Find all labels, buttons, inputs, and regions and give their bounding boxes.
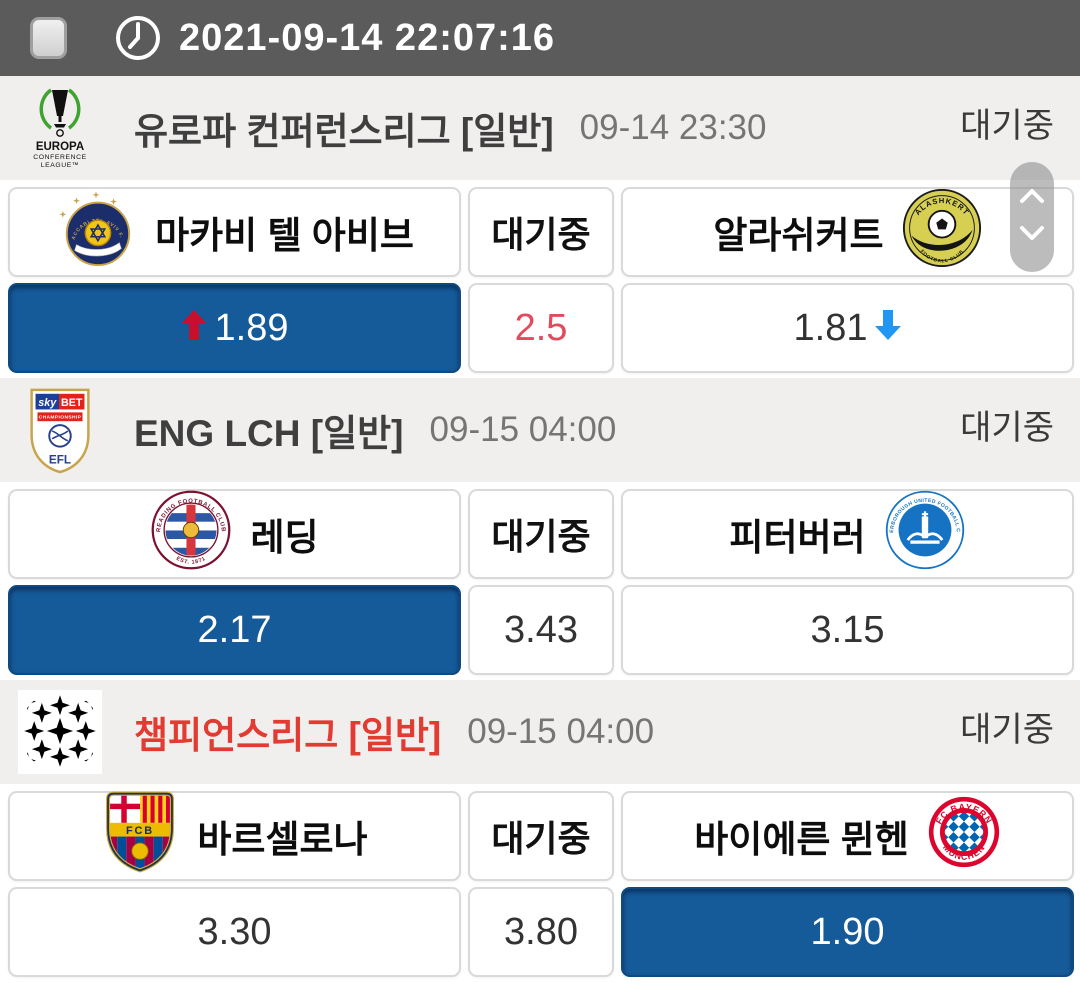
teams-row: MACCABI TEL-AVIV F.C. 마카비 텔 아비브 대기중 알라쉬커… [0, 185, 1080, 277]
odds-row: 1.89 2.5 1.81 [0, 283, 1080, 373]
home-odds-button[interactable]: 3.30 [8, 887, 461, 977]
odds-down-icon [875, 307, 902, 350]
league-header: 챔피언스리그 [일반] 09-15 04:00 대기중 [0, 680, 1080, 784]
svg-text:BET: BET [61, 397, 83, 409]
match-status-label: 대기중 [491, 516, 591, 557]
away-team-cell: 피터버러 PETERBOROUGH UNITED FOOTBALL CLUB [621, 485, 1074, 580]
home-odds-value: 1.89 [214, 306, 289, 349]
away-odds-button[interactable]: 1.90 [621, 887, 1074, 977]
peterborough-united-icon: PETERBOROUGH UNITED FOOTBALL CLUB 1934 [882, 485, 966, 580]
league-title: 유로파 컨퍼런스리그 [일반] [134, 111, 554, 152]
fc-barcelona-icon: FCB [101, 790, 179, 883]
svg-text:CHAMPIONSHIP: CHAMPIONSHIP [39, 415, 82, 421]
fc-bayern-munich-icon: FC BAYERN MÜNCHEN [927, 795, 1001, 878]
skybet-efl-championship-icon: sky BET CHAMPIONSHIP EFL [14, 384, 106, 476]
away-odds-value: 3.15 [810, 608, 885, 651]
match-status-cell: 대기중 [468, 489, 614, 579]
draw-odds-value: 3.43 [504, 608, 578, 651]
svg-text:EUROPA: EUROPA [36, 141, 84, 153]
odds-up-icon [180, 307, 207, 350]
league-title: 챔피언스리그 [일반] [134, 715, 442, 756]
home-odds-value: 2.17 [197, 608, 272, 651]
current-timestamp: 2021-09-14 22:07:16 [179, 16, 556, 59]
top-status-bar: 2021-09-14 22:07:16 [0, 0, 1080, 76]
clock-icon [113, 13, 163, 63]
select-all-checkbox[interactable] [30, 17, 67, 59]
svg-text:EFL: EFL [49, 453, 71, 466]
match-card-2: sky BET CHAMPIONSHIP EFL ENG LCH [일반] 09… [0, 378, 1080, 675]
svg-text:CONFERENCE: CONFERENCE [33, 154, 87, 161]
chevron-up-icon[interactable] [1019, 188, 1045, 209]
match-status-label: 대기중 [491, 214, 591, 255]
svg-text:LEAGUE™: LEAGUE™ [41, 162, 80, 169]
away-team-cell: 알라쉬커트 ALASHKERT FOOTBALL CLUB [621, 187, 1074, 277]
teams-row: FCB 바르셀로나 대기중 바이에른 뮌헨 [0, 791, 1080, 881]
home-team-name: 바르셀로나 [197, 819, 368, 860]
away-odds-button[interactable]: 3.15 [621, 585, 1074, 675]
draw-odds-button[interactable]: 2.5 [468, 283, 614, 373]
league-header: EUROPA CONFERENCE LEAGUE™ 유로파 컨퍼런스리그 [일반… [0, 76, 1080, 180]
teams-row: READING FOOTBALL CLUB EST. 1871 [0, 485, 1080, 580]
draw-odds-value: 3.80 [504, 910, 578, 953]
match-status-cell: 대기중 [468, 791, 614, 881]
league-header: sky BET CHAMPIONSHIP EFL ENG LCH [일반] 09… [0, 378, 1080, 482]
draw-odds-button[interactable]: 3.80 [468, 887, 614, 977]
league-status: 대기중 [960, 107, 1054, 145]
away-team-cell: 바이에른 뮌헨 [621, 791, 1074, 881]
match-card-3: 챔피언스리그 [일반] 09-15 04:00 대기중 [0, 680, 1080, 977]
chevron-down-icon[interactable] [1019, 225, 1045, 246]
draw-odds-value: 2.5 [514, 306, 568, 349]
league-start-time: 09-14 23:30 [579, 108, 767, 147]
svg-text:EST. 1871: EST. 1871 [175, 555, 207, 565]
league-start-time: 09-15 04:00 [467, 712, 655, 751]
league-title: ENG LCH [일반] [134, 413, 404, 454]
alashkert-icon: ALASHKERT FOOTBALL CLUB [902, 188, 982, 277]
odds-row: 2.17 3.43 3.15 [0, 585, 1080, 675]
match-status-cell: 대기중 [468, 187, 614, 277]
home-team-cell: READING FOOTBALL CLUB EST. 1871 [8, 489, 461, 579]
match-status-label: 대기중 [491, 818, 591, 859]
home-team-cell: MACCABI TEL-AVIV F.C. 마카비 텔 아비브 [8, 185, 461, 277]
match-card-1: EUROPA CONFERENCE LEAGUE™ 유로파 컨퍼런스리그 [일반… [0, 76, 1080, 373]
league-status: 대기중 [960, 711, 1054, 749]
home-odds-button[interactable]: 1.89 [8, 283, 461, 373]
away-team-name: 알라쉬커트 [713, 215, 884, 256]
away-odds-value: 1.90 [810, 910, 885, 953]
odds-row: 3.30 3.80 1.90 [0, 887, 1080, 977]
home-team-cell: FCB 바르셀로나 [8, 791, 461, 881]
away-odds-value: 1.81 [793, 306, 868, 349]
scroll-widget[interactable] [1010, 162, 1054, 272]
away-team-name: 바이에른 뮌헨 [694, 819, 909, 860]
league-status: 대기중 [960, 409, 1054, 447]
svg-text:sky: sky [38, 397, 57, 409]
draw-odds-button[interactable]: 3.43 [468, 585, 614, 675]
reading-fc-icon: READING FOOTBALL CLUB EST. 1871 [150, 489, 232, 580]
champions-league-icon [14, 690, 106, 774]
maccabi-tel-aviv-icon: MACCABI TEL-AVIV F.C. [53, 185, 137, 276]
home-team-name: 마카비 텔 아비브 [155, 215, 414, 256]
svg-text:1934: 1934 [918, 545, 931, 552]
home-odds-value: 3.30 [197, 910, 272, 953]
home-odds-button[interactable]: 2.17 [8, 585, 461, 675]
away-team-name: 피터버러 [729, 517, 866, 558]
europa-conference-league-icon: EUROPA CONFERENCE LEAGUE™ [14, 86, 106, 170]
svg-text:FCB: FCB [126, 824, 154, 836]
league-start-time: 09-15 04:00 [429, 410, 617, 449]
home-team-name: 레딩 [250, 517, 319, 558]
away-odds-button[interactable]: 1.81 [621, 283, 1074, 373]
